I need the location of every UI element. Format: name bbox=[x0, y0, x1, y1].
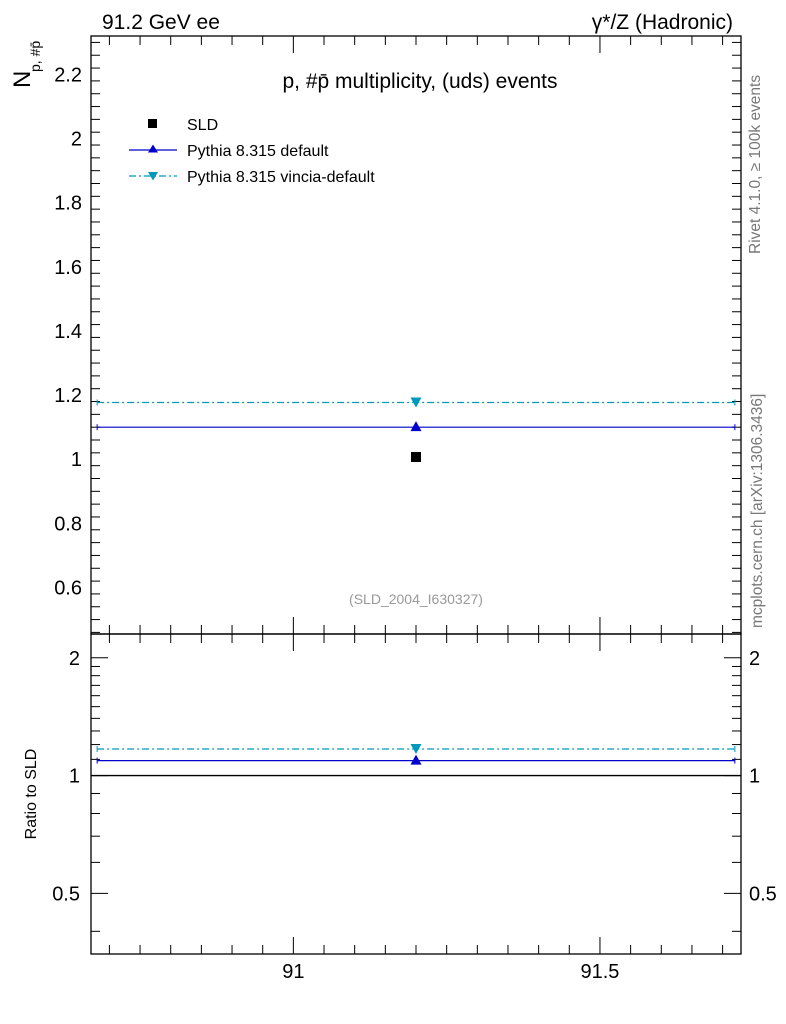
y-tick-label: 1.8 bbox=[54, 193, 82, 215]
watermark: (SLD_2004_I630327) bbox=[349, 591, 483, 607]
legend-marker-square bbox=[148, 119, 157, 128]
header-left: 91.2 GeV ee bbox=[102, 11, 220, 34]
ratio-y-tick-label-left: 1 bbox=[69, 766, 80, 788]
y-tick-label: 0.6 bbox=[54, 578, 82, 600]
main-x-ticks bbox=[108, 36, 724, 634]
legend-entry-default: Pythia 8.315 default bbox=[129, 143, 329, 160]
main-y-label: N p, #p̄ bbox=[9, 41, 43, 88]
y-label-main: N bbox=[9, 71, 36, 88]
ratio-point-vincia bbox=[410, 744, 422, 755]
y-tick-label: 1 bbox=[71, 449, 82, 471]
ratio-y-tick-label-left: 2 bbox=[69, 648, 80, 670]
ratio-y-tick-label-right: 0.5 bbox=[749, 883, 777, 905]
side-rivet: Rivet 4.1.0, ≥ 100k events bbox=[747, 75, 764, 254]
chart-title: p, #p̄ multiplicity, (uds) events bbox=[282, 70, 557, 93]
y-label-sub: p, #p̄ bbox=[27, 41, 43, 72]
legend-entry-vincia: Pythia 8.315 vincia-default bbox=[129, 169, 375, 186]
legend-marker-triangle-down bbox=[148, 172, 158, 181]
y-tick-label: 0.8 bbox=[54, 513, 82, 535]
ratio-series bbox=[91, 744, 741, 777]
y-tick-label: 1.4 bbox=[54, 321, 82, 343]
main-panel: 0.6 0.8 1 1.2 1.4 1.6 1.8 2 2.2 N p, #p̄ p, #p̄ … bbox=[9, 35, 742, 635]
legend-label-sld: SLD bbox=[187, 117, 218, 134]
data-point-vincia bbox=[410, 397, 422, 408]
legend: SLD Pythia 8.315 default Pythia 8.315 vi… bbox=[129, 117, 375, 186]
legend-marker-triangle-up bbox=[148, 144, 158, 153]
ratio-y-label: Ratio to SLD bbox=[23, 749, 40, 840]
ratio-x-ticks bbox=[108, 634, 724, 954]
header-right: γ*/Z (Hadronic) bbox=[592, 11, 733, 34]
y-tick-label: 2 bbox=[71, 129, 82, 151]
ratio-x-tick-labels: 91 91.5 bbox=[282, 961, 619, 983]
ratio-y-tick-label-right: 1 bbox=[749, 766, 760, 788]
ratio-y-tick-label-left: 0.5 bbox=[52, 883, 80, 905]
main-series bbox=[96, 397, 736, 463]
main-y-tick-labels: 0.6 0.8 1 1.2 1.4 1.6 1.8 2 2.2 bbox=[54, 64, 82, 599]
ratio-y-tick-labels: 0.5 0.5 1 1 2 2 bbox=[52, 648, 777, 906]
y-tick-label: 2.2 bbox=[54, 64, 82, 86]
y-tick-label: 1.2 bbox=[54, 385, 82, 407]
data-point-default bbox=[410, 421, 422, 432]
y-tick-label: 1.6 bbox=[54, 257, 82, 279]
ratio-y-ticks bbox=[91, 657, 741, 932]
side-mcplots: mcplots.cern.ch [arXiv:1306.3436] bbox=[749, 394, 766, 628]
main-y-ticks bbox=[91, 41, 741, 633]
x-tick-label: 91.5 bbox=[580, 961, 619, 983]
data-point-sld bbox=[411, 452, 421, 463]
x-tick-label: 91 bbox=[282, 961, 304, 983]
legend-label-vincia: Pythia 8.315 vincia-default bbox=[187, 169, 375, 186]
ratio-point-default bbox=[410, 754, 422, 765]
ratio-frame bbox=[90, 633, 742, 955]
ratio-y-tick-label-right: 2 bbox=[749, 648, 760, 670]
legend-entry-sld: SLD bbox=[148, 117, 218, 134]
legend-label-default: Pythia 8.315 default bbox=[187, 143, 329, 160]
ratio-panel: 0.5 0.5 1 1 2 2 91 91.5 Ratio to SLD bbox=[23, 633, 777, 983]
